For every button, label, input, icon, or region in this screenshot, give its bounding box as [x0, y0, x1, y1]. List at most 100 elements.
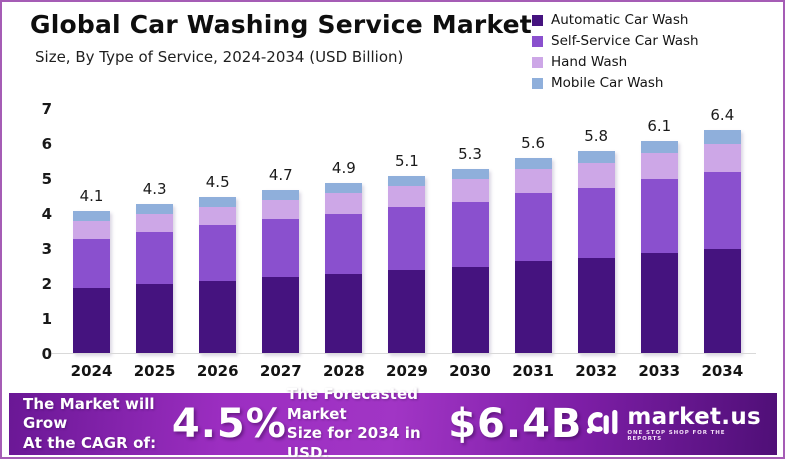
segment-self-service-car-wash — [703, 172, 741, 249]
segment-mobile-car-wash — [577, 151, 615, 164]
segment-self-service-car-wash — [73, 238, 111, 288]
segment-hand-wash — [514, 168, 552, 193]
segment-self-service-car-wash — [451, 201, 489, 267]
bar-column-2030: 5.3 — [438, 109, 501, 354]
y-tick-label: 1 — [41, 310, 52, 328]
segment-self-service-car-wash — [262, 219, 300, 277]
bar-column-2025: 4.3 — [123, 109, 186, 354]
bar-column-2033: 6.1 — [628, 109, 691, 354]
y-tick-label: 4 — [41, 205, 52, 223]
segment-self-service-car-wash — [388, 207, 426, 270]
forecast-label-line2: Size for 2034 in USD: — [286, 424, 421, 459]
legend-swatch-icon — [532, 77, 543, 89]
segment-mobile-car-wash — [73, 210, 111, 221]
bar-total-label: 4.3 — [142, 179, 167, 198]
bar-total-label: 5.1 — [395, 151, 419, 170]
segment-automatic-car-wash — [703, 249, 741, 354]
legend-item-automatic-car-wash: Automatic Car Wash — [532, 12, 699, 28]
segment-hand-wash — [262, 200, 300, 220]
segment-hand-wash — [136, 214, 174, 232]
bar-stack — [73, 210, 111, 354]
segment-automatic-car-wash — [451, 266, 489, 354]
segment-mobile-car-wash — [262, 189, 300, 200]
bar-total-label: 6.4 — [710, 106, 735, 124]
bar-total-label: 4.9 — [331, 158, 356, 177]
bar-total-label: 4.5 — [205, 172, 230, 191]
segment-mobile-car-wash — [451, 168, 489, 179]
logo-tagline: ONE STOP SHOP FOR THE REPORTS — [627, 430, 726, 442]
forecast-value: $6.4B — [448, 401, 583, 447]
segment-mobile-car-wash — [514, 158, 552, 169]
bar-total-label: 4.7 — [268, 165, 293, 184]
segment-hand-wash — [640, 152, 678, 179]
segment-hand-wash — [451, 179, 489, 202]
bar-column-2024: 4.1 — [60, 109, 123, 354]
marketus-logo-icon — [582, 407, 620, 441]
segment-hand-wash — [199, 207, 237, 225]
x-tick-label: 2026 — [196, 362, 239, 380]
y-tick-label: 3 — [41, 240, 52, 258]
segment-automatic-car-wash — [577, 257, 615, 354]
y-tick-label: 6 — [41, 135, 52, 153]
page-title: Global Car Washing Service Market — [30, 10, 532, 39]
bar-column-2034: 6.4 — [691, 106, 754, 354]
bar-stack — [514, 158, 552, 354]
y-axis: 0 1 2 3 4 5 6 7 — [26, 100, 52, 363]
x-axis-baseline — [52, 353, 756, 354]
bar-stack — [703, 130, 741, 354]
legend-swatch-icon — [532, 35, 543, 47]
cagr-label-line1: The Market will Grow — [23, 394, 155, 433]
logo-name: market.us — [627, 404, 761, 430]
bar-stack — [262, 189, 300, 354]
chart-legend: Automatic Car Wash Self-Service Car Wash H… — [532, 12, 699, 91]
y-tick-label: 7 — [41, 100, 52, 118]
legend-label: Automatic Car Wash — [551, 12, 689, 28]
segment-hand-wash — [388, 186, 426, 207]
x-tick-label: 2025 — [133, 362, 176, 380]
x-tick-label: 2028 — [322, 362, 365, 380]
bar-column-2032: 5.8 — [565, 109, 628, 354]
segment-mobile-car-wash — [199, 196, 237, 207]
bar-stack — [136, 203, 174, 354]
legend-item-self-service-car-wash: Self-Service Car Wash — [532, 33, 699, 49]
y-tick-label: 5 — [41, 170, 52, 188]
segment-automatic-car-wash — [514, 261, 552, 354]
bars-container: 4.1 4.3 4.5 4.7 4.9 5.1 5.3 5.6 5.8 6.1 6.4 — [60, 106, 754, 354]
bar-stack — [199, 196, 237, 354]
x-tick-label: 2032 — [575, 362, 618, 380]
bar-column-2031: 5.6 — [502, 109, 565, 354]
segment-self-service-car-wash — [136, 231, 174, 284]
bar-total-label: 5.8 — [584, 127, 609, 145]
segment-self-service-car-wash — [640, 179, 678, 253]
bar-stack — [577, 151, 615, 354]
segment-automatic-car-wash — [136, 284, 174, 354]
segment-mobile-car-wash — [640, 140, 678, 153]
bar-column-2026: 4.5 — [186, 109, 249, 354]
segment-hand-wash — [703, 144, 741, 172]
bottom-banner: The Market will Grow At the CAGR of: 4.5… — [9, 385, 777, 457]
segment-automatic-car-wash — [73, 287, 111, 354]
x-tick-label: 2027 — [259, 362, 302, 380]
bar-column-2029: 5.1 — [375, 109, 438, 354]
bar-total-label: 4.1 — [79, 186, 104, 205]
y-tick-label: 0 — [41, 345, 52, 363]
segment-mobile-car-wash — [136, 203, 174, 214]
legend-swatch-icon — [532, 14, 543, 26]
page-subtitle: Size, By Type of Service, 2024-2034 (USD… — [35, 48, 404, 66]
segment-automatic-car-wash — [199, 280, 237, 354]
segment-mobile-car-wash — [703, 130, 741, 144]
x-tick-label: 2030 — [449, 362, 491, 380]
bar-total-label: 5.3 — [458, 144, 482, 163]
chart-plot-area: 0 1 2 3 4 5 6 7 4.1 4.3 4.5 4.7 4.9 5.1 5.3 5.6 5.8 6.1 6… — [42, 100, 756, 363]
bar-column-2028: 4.9 — [312, 109, 375, 354]
bar-total-label: 6.1 — [647, 116, 672, 135]
segment-mobile-car-wash — [388, 175, 426, 186]
legend-label: Hand Wash — [551, 54, 628, 70]
segment-automatic-car-wash — [640, 252, 678, 354]
x-tick-label: 2029 — [386, 362, 428, 380]
legend-item-mobile-car-wash: Mobile Car Wash — [532, 75, 699, 91]
segment-self-service-car-wash — [514, 193, 552, 262]
forecast-label: The Forecasted Market Size for 2034 in U… — [286, 385, 448, 459]
x-axis-labels: 2024 2025 2026 2027 2028 2029 2030 2031 2032 2033… — [60, 362, 754, 380]
